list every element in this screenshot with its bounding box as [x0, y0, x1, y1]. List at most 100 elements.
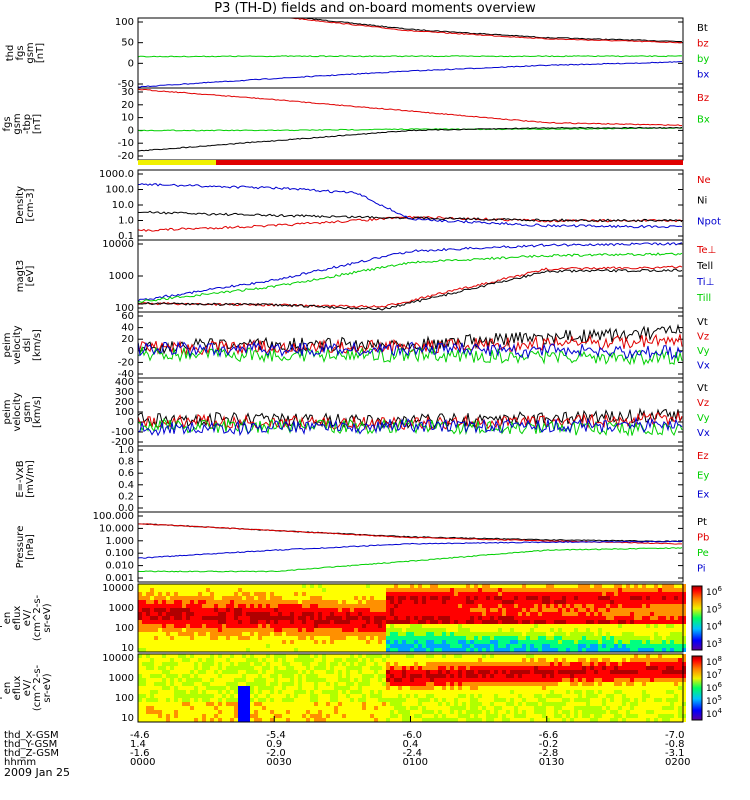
spectrogram-cell	[634, 654, 638, 658]
spectrogram-cell	[682, 596, 686, 600]
spectrogram-cell	[558, 654, 562, 658]
spectrogram-cell	[494, 604, 498, 608]
spectrogram-cell	[298, 588, 302, 592]
spectrogram-cell	[486, 698, 490, 702]
spectrogram-cell	[166, 616, 170, 620]
spectrogram-cell	[246, 654, 250, 658]
spectrogram-cell	[558, 670, 562, 674]
spectrogram-cell	[326, 604, 330, 608]
spectrogram-cell	[454, 674, 458, 678]
spectrogram-cell	[534, 588, 538, 592]
spectrogram-cell	[438, 682, 442, 686]
spectrogram-cell	[270, 636, 274, 640]
spectrogram-cell	[290, 670, 294, 674]
spectrogram-cell	[366, 640, 370, 644]
spectrogram-cell	[462, 678, 466, 682]
spectrogram-cell	[190, 682, 194, 686]
spectrogram-cell	[266, 640, 270, 644]
spectrogram-cell	[582, 632, 586, 636]
spectrogram-cell	[374, 718, 378, 722]
spectrogram-cell	[230, 620, 234, 624]
spectrogram-cell	[378, 670, 382, 674]
spectrogram-cell	[374, 690, 378, 694]
spectrogram-cell	[590, 686, 594, 690]
spectrogram-cell	[474, 604, 478, 608]
spectrogram-cell	[666, 616, 670, 620]
spectrogram-cell	[558, 640, 562, 644]
spectrogram-cell	[322, 682, 326, 686]
spectrogram-cell	[214, 620, 218, 624]
spectrogram-cell	[378, 616, 382, 620]
spectrogram-cell	[538, 592, 542, 596]
spectrogram-cell	[606, 616, 610, 620]
spectrogram-cell	[170, 624, 174, 628]
spectrogram-cell	[638, 666, 642, 670]
spectrogram-cell	[406, 662, 410, 666]
spectrogram-cell	[458, 706, 462, 710]
spectrogram-cell	[274, 604, 278, 608]
spectrogram-cell	[622, 648, 626, 652]
spectrogram-cell	[138, 592, 142, 596]
spectrogram-cell	[374, 678, 378, 682]
spectrogram-cell	[466, 702, 470, 706]
spectrogram-cell	[402, 658, 406, 662]
ytick-label: 60	[121, 311, 134, 322]
spectrogram-cell	[214, 612, 218, 616]
spectrogram-cell	[298, 682, 302, 686]
spectrogram-cell	[150, 694, 154, 698]
spectrogram-cell	[446, 714, 450, 718]
spectrogram-cell	[678, 662, 682, 666]
spectrogram-cell	[550, 608, 554, 612]
spectrogram-cell	[398, 596, 402, 600]
spectrogram-cell	[402, 678, 406, 682]
spectrogram-cell	[226, 714, 230, 718]
spectrogram-cell	[506, 678, 510, 682]
spectrogram-cell	[642, 624, 646, 628]
spectrogram-cell	[622, 690, 626, 694]
spectrogram-cell	[418, 658, 422, 662]
spectrogram-cell	[598, 674, 602, 678]
spectrogram-cell	[530, 682, 534, 686]
spectrogram-cell	[674, 670, 678, 674]
spectrogram-cell	[142, 588, 146, 592]
spectrogram-cell	[622, 600, 626, 604]
spectrogram-cell	[238, 620, 242, 624]
spectrogram-cell	[406, 640, 410, 644]
spectrogram-cell	[190, 706, 194, 710]
panel-1: thdfgsgsm[nT]	[5, 17, 684, 89]
spectrogram-cell	[542, 678, 546, 682]
spectrogram-cell	[666, 640, 670, 644]
spectrogram-cell	[206, 682, 210, 686]
spectrogram-cell	[150, 600, 154, 604]
spectrogram-cell	[202, 710, 206, 714]
spectrogram-cell	[598, 616, 602, 620]
spectrogram-cell	[438, 686, 442, 690]
spectrogram-cell	[610, 718, 614, 722]
spectrogram-cell	[414, 682, 418, 686]
spectrogram-cell	[494, 714, 498, 718]
spectrogram-cell	[214, 596, 218, 600]
spectrogram-cell	[470, 596, 474, 600]
spectrogram-cell	[542, 600, 546, 604]
spectrogram-cell	[330, 670, 334, 674]
spectrogram-cell	[406, 674, 410, 678]
spectrogram-cell	[494, 662, 498, 666]
spectrogram-cell	[314, 666, 318, 670]
spectrogram-cell	[170, 640, 174, 644]
panel-9: thdpeirenefluxeV/(cm^2-s-sr-eV)	[0, 583, 703, 653]
spectrogram-cell	[362, 604, 366, 608]
spectrogram-cell	[426, 612, 430, 616]
spectrogram-cell	[490, 604, 494, 608]
spectrogram-cell	[654, 636, 658, 640]
spectrogram-cell	[546, 608, 550, 612]
spectrogram-cell	[158, 632, 162, 636]
spectrogram-cell	[442, 632, 446, 636]
spectrogram-cell	[218, 620, 222, 624]
spectrogram-cell	[618, 678, 622, 682]
spectrogram-cell	[594, 694, 598, 698]
spectrogram-cell	[326, 674, 330, 678]
spectrogram-cell	[186, 624, 190, 628]
spectrogram-cell	[502, 662, 506, 666]
spectrogram-cell	[394, 706, 398, 710]
spectrogram-cell	[566, 690, 570, 694]
